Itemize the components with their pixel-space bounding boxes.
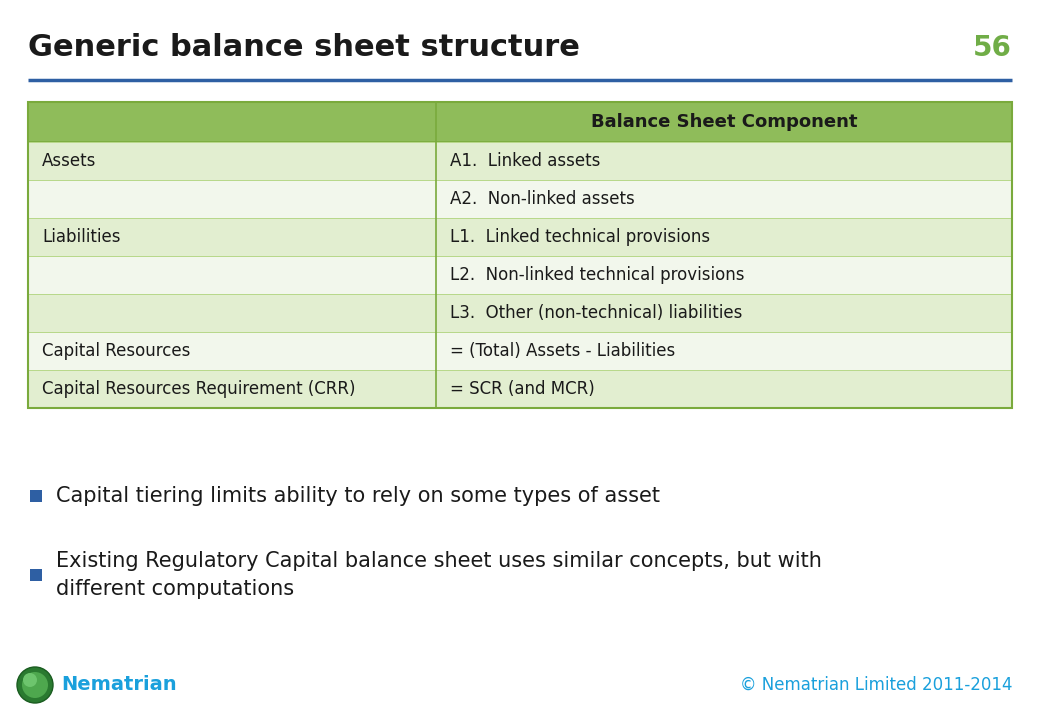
Text: Assets: Assets [42, 152, 97, 170]
Text: Balance Sheet Component: Balance Sheet Component [591, 113, 857, 131]
Text: A1.  Linked assets: A1. Linked assets [450, 152, 601, 170]
Text: Existing Regulatory Capital balance sheet uses similar concepts, but with
differ: Existing Regulatory Capital balance shee… [56, 551, 822, 599]
Text: L3.  Other (non-technical) liabilities: L3. Other (non-technical) liabilities [450, 304, 743, 322]
Text: = (Total) Assets - Liabilities: = (Total) Assets - Liabilities [450, 342, 676, 360]
Text: Capital Resources Requirement (CRR): Capital Resources Requirement (CRR) [42, 380, 356, 398]
Text: Generic balance sheet structure: Generic balance sheet structure [28, 33, 580, 62]
Text: = SCR (and MCR): = SCR (and MCR) [450, 380, 595, 398]
Text: © Nematrian Limited 2011-2014: © Nematrian Limited 2011-2014 [739, 676, 1012, 694]
Text: 56: 56 [973, 34, 1012, 62]
Bar [28, 332, 1012, 370]
Bar [28, 102, 1012, 142]
Text: L2.  Non-linked technical provisions: L2. Non-linked technical provisions [450, 266, 745, 284]
Circle shape [23, 673, 37, 687]
Bar [28, 180, 1012, 218]
Text: Nematrian: Nematrian [61, 675, 177, 695]
Text: L1.  Linked technical provisions: L1. Linked technical provisions [450, 228, 710, 246]
Bar [28, 256, 1012, 294]
Bar [28, 102, 1012, 408]
Circle shape [22, 672, 48, 698]
Bar [28, 218, 1012, 256]
Bar [30, 569, 42, 581]
Bar [30, 490, 42, 502]
Text: Capital Resources: Capital Resources [42, 342, 190, 360]
Bar [28, 370, 1012, 408]
Bar [28, 294, 1012, 332]
Circle shape [17, 667, 53, 703]
Text: Capital tiering limits ability to rely on some types of asset: Capital tiering limits ability to rely o… [56, 486, 660, 506]
Bar [28, 142, 1012, 180]
Text: A2.  Non-linked assets: A2. Non-linked assets [450, 190, 635, 208]
Text: Liabilities: Liabilities [42, 228, 121, 246]
